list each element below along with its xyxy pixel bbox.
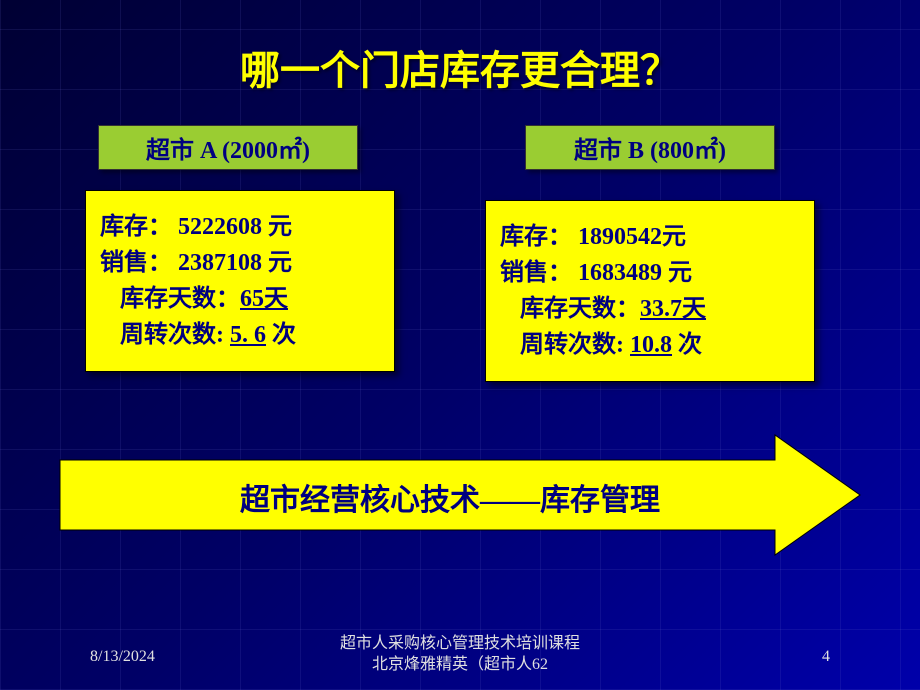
store-b-data-box: 库存： 1890542元 销售： 1683489 元 库存天数：33.7天 周转… — [485, 200, 815, 382]
arrow-text: 超市经营核心技术——库存管理 — [125, 475, 775, 519]
store-a-header: 超市 A (2000㎡) — [98, 125, 358, 170]
sales-value: 2387108 元 — [172, 250, 292, 276]
days-label: 库存天数： — [520, 296, 640, 322]
slide-title: 哪一个门店库存更合理？ — [0, 38, 920, 96]
store-a-inventory: 库存： 5222608 元 — [100, 209, 380, 245]
sales-value: 1683489 元 — [572, 260, 692, 286]
footer-page: 4 — [822, 648, 830, 666]
days-value: 33.7天 — [640, 296, 706, 322]
turnover-value: 10.8 — [630, 332, 672, 358]
turnover-label: 周转次数: — [520, 332, 630, 358]
store-b-sales: 销售： 1683489 元 — [500, 255, 800, 291]
turnover-label: 周转次数: — [120, 322, 230, 348]
footer-line1: 超市人采购核心管理技术培训课程 — [0, 634, 920, 655]
store-a-days: 库存天数：65天 — [100, 281, 380, 317]
inventory-value: 5222608 元 — [172, 214, 292, 240]
store-b-days: 库存天数：33.7天 — [500, 291, 800, 327]
inventory-label: 库存： — [500, 224, 572, 250]
store-b-header: 超市 B (800㎡) — [525, 125, 775, 170]
inventory-label: 库存： — [100, 214, 172, 240]
turnover-value: 5. 6 — [230, 322, 266, 348]
sales-label: 销售： — [500, 260, 572, 286]
days-value: 65天 — [240, 286, 288, 312]
days-label: 库存天数： — [120, 286, 240, 312]
turnover-unit: 次 — [672, 332, 702, 358]
footer-center: 超市人采购核心管理技术培训课程 北京烽雅精英（超市人62 — [0, 634, 920, 676]
turnover-unit: 次 — [266, 322, 296, 348]
store-b-inventory: 库存： 1890542元 — [500, 219, 800, 255]
inventory-value: 1890542元 — [572, 224, 686, 250]
store-a-turnover: 周转次数: 5. 6 次 — [100, 317, 380, 353]
footer-line2: 北京烽雅精英（超市人62 — [0, 655, 920, 676]
store-a-sales: 销售： 2387108 元 — [100, 245, 380, 281]
sales-label: 销售： — [100, 250, 172, 276]
store-b-turnover: 周转次数: 10.8 次 — [500, 327, 800, 363]
store-a-data-box: 库存： 5222608 元 销售： 2387108 元 库存天数：65天 周转次… — [85, 190, 395, 372]
arrow-banner: 超市经营核心技术——库存管理 — [55, 430, 865, 560]
